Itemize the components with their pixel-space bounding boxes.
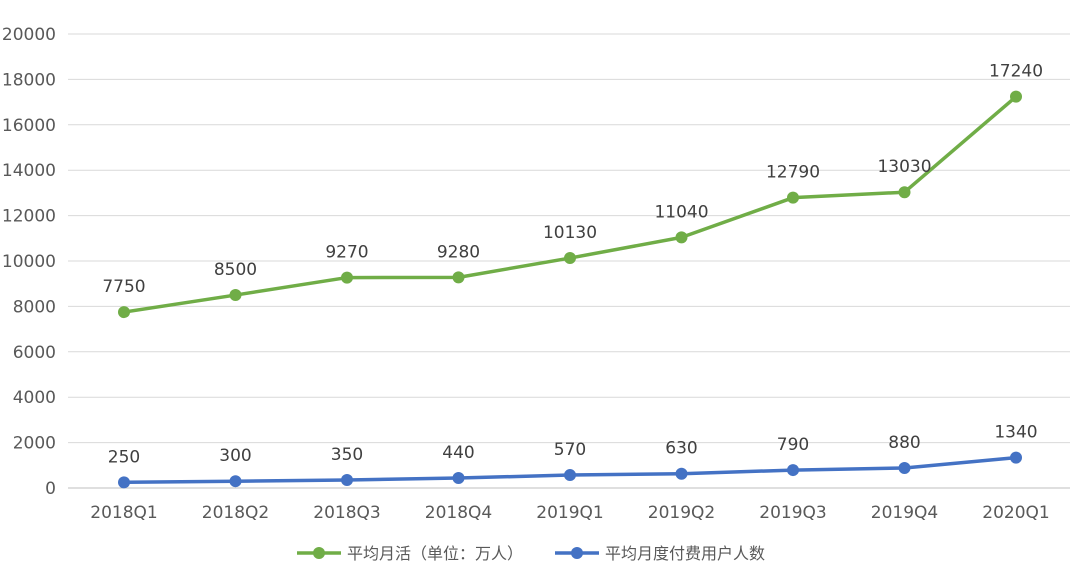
y-tick-label: 10000 bbox=[2, 252, 56, 272]
y-tick-label: 18000 bbox=[2, 70, 56, 90]
data-label: 17240 bbox=[989, 62, 1043, 82]
data-point bbox=[341, 271, 353, 284]
legend-label: 平均月活（单位：万人） bbox=[347, 544, 523, 563]
data-label: 10130 bbox=[543, 223, 597, 243]
x-tick-label: 2019Q4 bbox=[871, 503, 938, 523]
data-label: 8500 bbox=[214, 260, 257, 280]
data-label: 300 bbox=[219, 446, 251, 466]
data-point bbox=[452, 472, 465, 485]
data-point bbox=[229, 475, 242, 488]
y-tick-label: 12000 bbox=[2, 207, 56, 227]
data-label: 790 bbox=[777, 435, 809, 455]
legend-label: 平均月度付费用户人数 bbox=[605, 544, 765, 563]
data-point bbox=[229, 289, 242, 302]
y-tick-label: 16000 bbox=[2, 116, 56, 136]
data-label: 11040 bbox=[654, 202, 708, 222]
x-tick-label: 2018Q4 bbox=[425, 503, 492, 523]
data-label: 350 bbox=[331, 445, 363, 465]
data-label: 570 bbox=[554, 440, 586, 460]
data-point bbox=[787, 191, 799, 204]
x-tick-label: 2019Q2 bbox=[648, 503, 715, 523]
data-point bbox=[118, 306, 130, 319]
data-point bbox=[898, 462, 911, 475]
data-point bbox=[1010, 90, 1022, 103]
legend-marker bbox=[313, 547, 325, 559]
data-point bbox=[564, 252, 576, 265]
data-point bbox=[341, 474, 353, 487]
data-label: 12790 bbox=[766, 163, 820, 183]
data-point bbox=[675, 467, 688, 480]
data-label: 440 bbox=[442, 443, 474, 463]
data-label: 13030 bbox=[877, 157, 931, 177]
x-tick-label: 2018Q3 bbox=[313, 503, 380, 523]
x-tick-label: 2019Q3 bbox=[759, 503, 826, 523]
data-point bbox=[118, 476, 130, 489]
y-tick-label: 0 bbox=[45, 479, 56, 499]
data-label: 1340 bbox=[994, 423, 1037, 443]
series-group bbox=[118, 90, 1022, 489]
y-axis: 0 2000 4000 6000 8000 10000 12000 14000 16000 180… bbox=[2, 25, 56, 499]
x-tick-label: 2018Q1 bbox=[90, 503, 157, 523]
y-tick-label: 8000 bbox=[13, 297, 56, 317]
x-tick-label: 2018Q2 bbox=[202, 503, 269, 523]
x-tick-label: 2019Q1 bbox=[536, 503, 603, 523]
series-line bbox=[122, 94, 1018, 314]
data-point bbox=[787, 464, 799, 477]
data-label: 880 bbox=[888, 433, 920, 453]
y-tick-label: 20000 bbox=[2, 25, 56, 45]
legend: 平均月活（单位：万人） 平均月度付费用户人数 bbox=[297, 544, 765, 563]
y-tick-label: 4000 bbox=[13, 388, 56, 408]
data-label: 630 bbox=[665, 439, 697, 459]
data-label: 7750 bbox=[102, 277, 145, 297]
data-point bbox=[1010, 451, 1022, 464]
data-label: 250 bbox=[108, 447, 140, 467]
y-tick-label: 6000 bbox=[13, 343, 56, 363]
data-point bbox=[675, 231, 688, 244]
data-point bbox=[452, 271, 465, 284]
data-labels: 7750 8500 9270 9280 10130 11040 12790 13030 1724… bbox=[102, 62, 1043, 468]
data-point bbox=[564, 469, 576, 482]
x-tick-label: 2020Q1 bbox=[982, 503, 1049, 523]
y-tick-label: 14000 bbox=[2, 161, 56, 181]
data-label: 9270 bbox=[325, 243, 368, 263]
y-tick-label: 2000 bbox=[13, 434, 56, 454]
data-point bbox=[898, 186, 911, 199]
legend-marker bbox=[571, 547, 583, 559]
x-axis: 2018Q1 2018Q2 2018Q3 2018Q4 2019Q1 2019Q2 2019… bbox=[90, 503, 1049, 523]
data-label: 9280 bbox=[437, 242, 480, 262]
